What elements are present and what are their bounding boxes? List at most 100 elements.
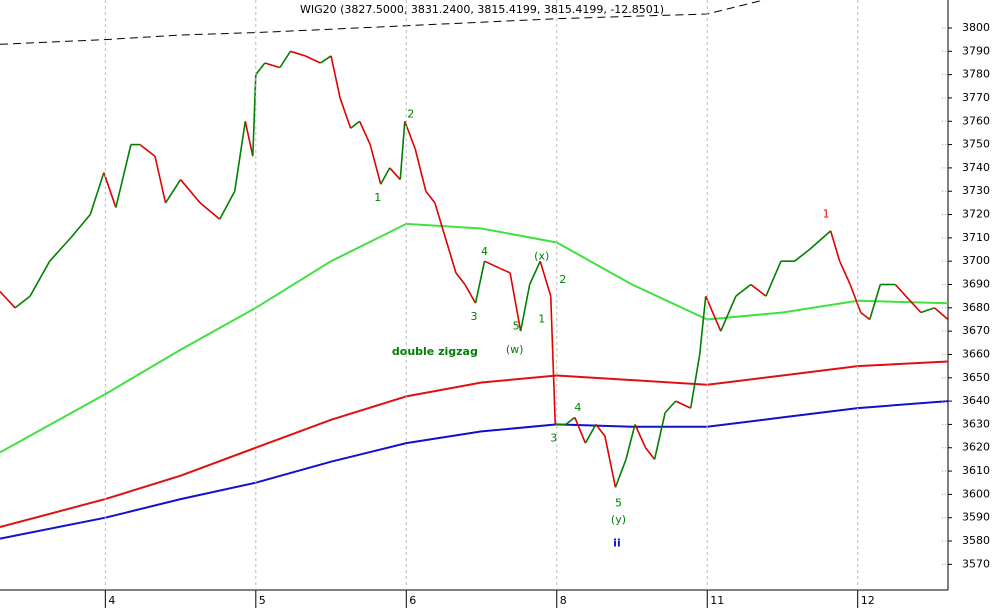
y-tick-label: 3590	[962, 511, 990, 524]
price-segment	[70, 214, 91, 239]
price-segment	[414, 149, 427, 192]
price-segment	[89, 172, 105, 215]
y-tick-label: 3700	[962, 254, 990, 267]
price-segment	[860, 311, 871, 321]
price-segment	[644, 447, 656, 460]
y-tick-label: 3680	[962, 301, 990, 314]
price-segment	[584, 424, 597, 444]
y-tick-label: 3800	[962, 21, 990, 34]
price-segment	[474, 261, 486, 304]
price-segment	[528, 260, 541, 285]
price-segment	[115, 144, 132, 208]
wave-label: 1	[538, 312, 545, 325]
price-segment	[809, 230, 832, 251]
y-tick-label: 3600	[962, 487, 990, 500]
price-segment	[794, 248, 811, 262]
price-segment	[499, 267, 511, 274]
price-segment	[625, 424, 636, 460]
price-segment	[455, 272, 466, 285]
y-tick-label: 3770	[962, 91, 990, 104]
x-tick-label: 8	[560, 594, 567, 607]
y-tick-label: 3760	[962, 114, 990, 127]
price-segment	[519, 284, 531, 332]
price-segment	[698, 296, 707, 355]
price-segment	[179, 179, 201, 204]
price-segment	[595, 423, 606, 437]
price-segment	[849, 284, 862, 313]
y-tick-label: 3690	[962, 278, 990, 291]
wave-label: 5	[513, 319, 520, 332]
price-segment	[444, 237, 457, 274]
price-segment	[464, 284, 477, 304]
y-tick-label: 3780	[962, 68, 990, 81]
wave-label: 5	[615, 497, 622, 510]
wave-label: double zigzag	[392, 345, 478, 358]
wave-label: 2	[407, 107, 414, 120]
y-tick-label: 3570	[962, 557, 990, 570]
price-segment	[829, 230, 841, 262]
moving-average-line	[0, 400, 948, 540]
x-tick-label: 6	[409, 594, 416, 607]
price-segment	[369, 144, 382, 185]
price-segment	[264, 62, 281, 69]
price-segment	[574, 417, 587, 444]
price-segment	[358, 120, 371, 145]
price-segment	[905, 295, 922, 314]
price-segment	[399, 121, 406, 180]
moving-average-line	[0, 222, 948, 454]
wave-label: 4	[481, 245, 488, 258]
price-segment	[549, 296, 557, 425]
wave-label: (w)	[506, 343, 524, 356]
wave-label: 1	[374, 191, 381, 204]
price-segment	[218, 190, 236, 220]
price-segment	[164, 179, 182, 204]
wave-label: (x)	[534, 250, 549, 263]
y-tick-label: 3720	[962, 208, 990, 221]
plot-area: 1 2 3 4 5 (w) 1 (x) 2 3 4 5 (y) ii 1 double zigzag	[0, 0, 948, 549]
y-tick-label: 3630	[962, 417, 990, 430]
price-segment	[103, 172, 117, 208]
x-tick-label: 11	[710, 594, 724, 607]
price-segment	[244, 121, 254, 157]
price-segment	[154, 156, 167, 204]
price-segment	[484, 260, 500, 269]
wave-label: 4	[574, 401, 581, 414]
price-segment	[290, 50, 306, 57]
price-segment	[279, 50, 292, 69]
price-segment	[720, 295, 737, 332]
price-segment	[350, 120, 361, 129]
y-tick-label: 3620	[962, 441, 990, 454]
price-segment	[868, 284, 882, 320]
price-segment	[305, 55, 321, 64]
price-segment	[653, 412, 666, 460]
wave-label: (y)	[611, 513, 626, 526]
wave-label: 3	[550, 431, 557, 444]
price-segment	[330, 55, 341, 99]
wave-label: 1	[823, 208, 830, 221]
y-tick-label: 3610	[962, 464, 990, 477]
price-segment	[894, 283, 907, 297]
price-segment	[704, 295, 722, 332]
y-tick-label: 3740	[962, 161, 990, 174]
price-segment	[252, 74, 257, 157]
price-segment	[139, 143, 156, 157]
price-segment	[920, 307, 935, 314]
price-segment	[750, 283, 767, 297]
x-tick-label: 12	[861, 594, 875, 607]
price-segment	[634, 424, 647, 449]
y-tick-label: 3670	[962, 324, 990, 337]
price-segment	[404, 120, 417, 150]
price-segment	[339, 97, 352, 129]
price-segment	[255, 62, 266, 76]
price-segment	[509, 272, 522, 332]
price-segment	[389, 167, 401, 181]
price-segment	[14, 295, 31, 309]
wave-label: 3	[471, 310, 478, 323]
price-segment	[765, 260, 782, 297]
price-segment	[838, 260, 851, 285]
price-segment	[29, 260, 51, 297]
x-tick-label: 5	[259, 594, 266, 607]
price-segment	[675, 400, 692, 409]
price-segment	[425, 190, 436, 204]
